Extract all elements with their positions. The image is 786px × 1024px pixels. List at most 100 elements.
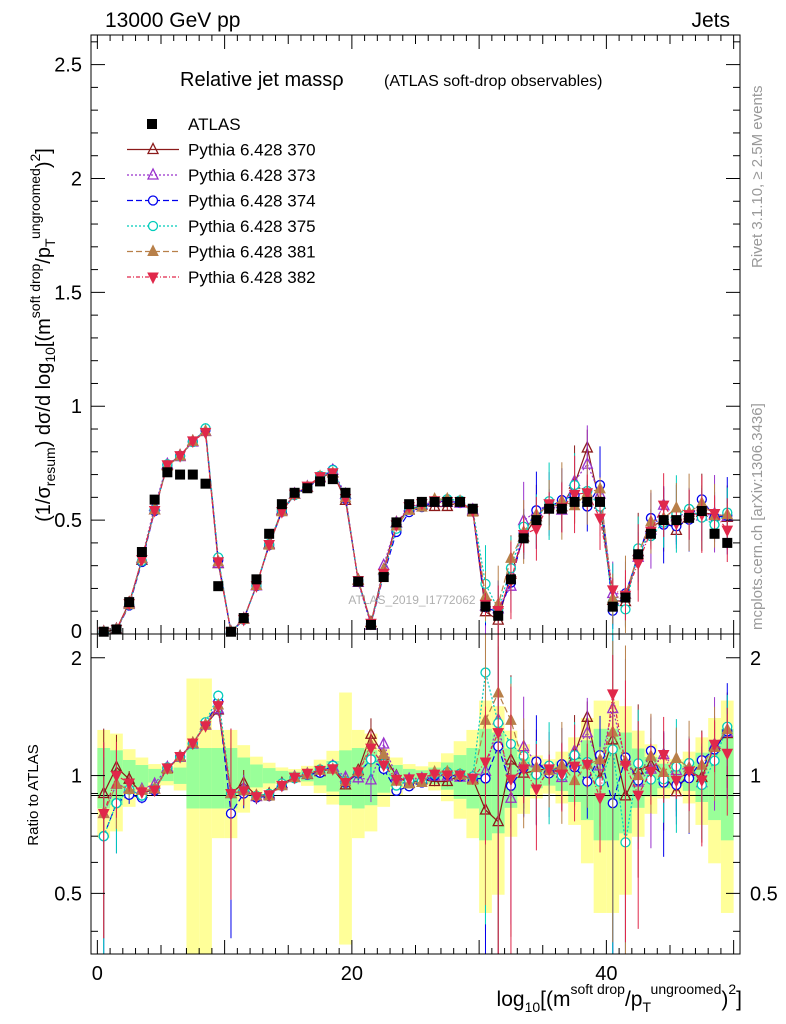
- atlas-data-point: [684, 512, 695, 523]
- ratio-point: [594, 793, 606, 805]
- ratio-point: [97, 808, 110, 821]
- ratio-point: [225, 788, 237, 801]
- ratio-uncertainty-band: [186, 748, 200, 809]
- atlas-data-point: [327, 474, 338, 485]
- atlas-data-point: [671, 515, 682, 526]
- ratio-point: [645, 766, 657, 779]
- energy-label: 13000 GeV pp: [105, 9, 240, 32]
- atlas-data-point: [315, 476, 326, 487]
- atlas-data-point: [136, 547, 147, 558]
- main-axis-ticks: 0 0.5 1 1.5 2 2.5: [54, 35, 740, 643]
- atlas-data-point: [620, 592, 631, 603]
- ratio-point: [377, 760, 390, 773]
- ratio-uncertainty-band: [173, 767, 187, 784]
- atlas-data-point: [480, 601, 491, 612]
- atlas-data-point: [251, 574, 262, 585]
- atlas-data-point: [111, 624, 122, 635]
- ratio-point: [492, 728, 505, 740]
- atlas-data-point: [391, 517, 402, 528]
- atlas-data-point: [162, 467, 173, 478]
- atlas-data-point: [518, 533, 529, 544]
- ratio-point: [174, 752, 186, 764]
- main-data-layer: [98, 467, 733, 637]
- ratio-series-line: [103, 693, 728, 814]
- legend-label: Pythia 6.428 381: [188, 243, 316, 262]
- atlas-data-point: [493, 610, 504, 621]
- y-tick-label: 2.5: [54, 55, 82, 77]
- ratio-uncertainty-band: [199, 678, 212, 954]
- ratio-point: [276, 780, 288, 793]
- legend-marker: [146, 142, 160, 155]
- atlas-data-point: [531, 515, 542, 526]
- ratio-point: [657, 749, 670, 762]
- atlas-data-point: [505, 574, 516, 585]
- series-point: [326, 468, 339, 480]
- ratio-point: [326, 764, 339, 776]
- ratio-point: [543, 764, 555, 777]
- ratio-uncertainty-band: [160, 770, 174, 782]
- ratio-y-axis-title: Ratio to ATLAS: [25, 744, 42, 845]
- svg-text:(1/σresum) dσ/d log10[(msoft d: (1/σresum) dσ/d log10[(msoft drop/pTungr…: [27, 148, 58, 522]
- series-point: [657, 500, 670, 513]
- ratio-point: [696, 775, 708, 788]
- legend-label: ATLAS: [188, 115, 241, 134]
- ratio-point: [186, 738, 199, 751]
- ratio-point: [365, 743, 377, 756]
- ratio-point: [263, 790, 275, 802]
- atlas-data-point: [340, 487, 351, 498]
- atlas-data-point: [149, 494, 160, 505]
- legend-marker: [147, 220, 159, 232]
- ratio-point: [288, 772, 301, 785]
- ratio-point: [721, 748, 734, 761]
- ratio-uncertainty-band: [211, 748, 225, 809]
- atlas-data-point: [544, 503, 555, 514]
- x-tick-label: 0: [92, 963, 103, 985]
- legend-item-375: Pythia 6.428 375: [127, 217, 316, 236]
- ratio-uncertainty-band: [135, 765, 149, 787]
- ratio-point: [568, 761, 581, 774]
- atlas-data-point: [365, 619, 376, 630]
- legend-item-382: Pythia 6.428 382: [127, 268, 316, 287]
- ratio-point: [466, 773, 479, 786]
- legend: ATLAS Pythia 6.428 370 Pythia 6.428 373 Pyt…: [127, 115, 316, 287]
- y-tick-label: 0.5: [54, 510, 82, 532]
- ratio-uncertainty-band: [199, 748, 212, 809]
- series-point: [581, 488, 594, 500]
- ratio-point: [505, 774, 517, 787]
- ratio-uncertainty-band: [186, 678, 200, 954]
- atlas-data-point: [595, 496, 606, 507]
- ratio-point: [454, 770, 466, 783]
- chart-subtitle: (ATLAS soft-drop observables): [384, 73, 602, 90]
- ratio-y-tick-label: 2: [71, 648, 82, 670]
- series-line: [103, 430, 728, 634]
- ratio-point: [377, 747, 390, 759]
- x-axis-title: log10[(msoft drop/pTungroomed)2]: [497, 981, 742, 1015]
- ratio-uncertainty-band: [339, 692, 352, 945]
- atlas-data-point: [175, 469, 186, 480]
- ratio-point: [428, 769, 441, 782]
- legend-marker: [147, 119, 157, 129]
- watermark: ATLAS_2019_I1772062: [348, 593, 476, 607]
- ratio-uncertainty-band: [250, 764, 263, 788]
- ratio-point: [670, 751, 683, 763]
- ratio-point: [416, 773, 428, 785]
- series-point: [199, 427, 212, 440]
- legend-marker: [147, 272, 159, 285]
- legend-label: Pythia 6.428 374: [188, 192, 316, 211]
- rivet-label: Rivet 3.1.10, ≥ 2.5M events: [749, 86, 766, 269]
- main-plot-area: ATLAS_2019_I1772062 0 0.5 1 1.5 2 2.5 Relativ…: [54, 34, 741, 643]
- ratio-point: [479, 757, 492, 770]
- ratio-point: [199, 721, 212, 733]
- ratio-point: [352, 767, 365, 780]
- y-tick-label: 2: [71, 168, 82, 190]
- legend-item-381: Pythia 6.428 381: [127, 243, 316, 262]
- ratio-point: [148, 785, 161, 798]
- chart-title: Relative jet massρ: [180, 69, 344, 91]
- atlas-data-point: [98, 626, 109, 637]
- legend-label: Pythia 6.428 382: [188, 268, 316, 287]
- svg-text:log10[(msoft drop/pTungroomed): log10[(msoft drop/pTungroomed)2]: [497, 981, 742, 1015]
- ratio-point: [161, 763, 174, 775]
- atlas-data-point: [658, 515, 669, 526]
- ratio-point: [517, 764, 530, 776]
- atlas-data-point: [556, 503, 567, 514]
